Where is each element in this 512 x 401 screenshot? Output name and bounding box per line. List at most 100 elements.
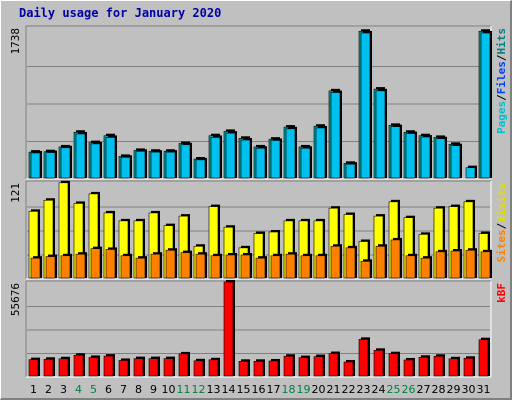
panel-2-bar-sites	[60, 255, 71, 279]
day-label: 31	[477, 383, 491, 396]
panel-3-legend-item: kB	[495, 289, 508, 303]
day-label: 30	[462, 383, 476, 396]
panel-3-bar-kb-f	[433, 355, 444, 377]
panel-1-bar-files	[420, 136, 431, 179]
panel-2-bar-sites	[75, 253, 86, 279]
panel-2-bar-sites	[105, 249, 116, 279]
panel-1-bar-files	[30, 152, 41, 179]
panel-2-bar-sites	[345, 247, 356, 279]
panel-1-bar-files	[330, 92, 341, 179]
panel-2-bar-sites	[240, 254, 251, 279]
panel-2-bar-sites	[165, 249, 176, 279]
panel-1-bar-files	[300, 147, 311, 179]
panel-2-bar-sites	[150, 253, 161, 279]
panel-1-max-label: 1738	[9, 28, 22, 55]
panel-3-bar-kb-f	[238, 361, 249, 377]
panel-3-bar-kb-f	[463, 357, 474, 377]
day-label: 19	[297, 383, 311, 396]
panel-3-bar-kb-f	[88, 357, 99, 377]
panel-1-bar-files	[135, 150, 146, 179]
panel-1-bar-files	[225, 132, 236, 179]
panel-1-bar-files	[285, 128, 296, 179]
panel-3-bar-kb-f	[163, 358, 174, 377]
panel-2-legend: Sites/Visits	[495, 183, 508, 263]
panel-1-bar-files	[255, 147, 266, 179]
day-label: 23	[357, 383, 371, 396]
panel-3-bar-kb-f	[103, 355, 114, 377]
day-label: 11	[177, 383, 191, 396]
day-label: 16	[252, 383, 266, 396]
panel-1-legend-item: Hits	[495, 28, 508, 55]
panel-3-bar-kb-f	[193, 360, 204, 377]
day-label: 22	[342, 383, 356, 396]
panel-1-bar-files	[165, 151, 176, 179]
panel-1-bar-files	[315, 127, 326, 179]
panel-3-legend-item: F	[495, 283, 508, 290]
day-label: 26	[402, 383, 416, 396]
panel-1-bar-files	[405, 133, 416, 179]
panel-2-bar-sites	[180, 252, 191, 279]
panel-2-bar-sites	[270, 255, 281, 279]
panel-3-bar-kb-f	[283, 355, 294, 377]
panel-3-bar-kb-f	[118, 360, 129, 377]
panel-2-bar-sites	[330, 245, 341, 279]
panel-3-max-label: 55676	[9, 283, 22, 316]
panel-2-bar-sites	[300, 255, 311, 279]
panel-2-bar-sites	[210, 255, 221, 279]
panel-2-bar-sites	[405, 255, 416, 279]
panel-3-bar-kb-f	[358, 339, 369, 377]
day-label: 9	[150, 383, 157, 396]
panel-1-bar-files	[180, 144, 191, 179]
day-label: 5	[90, 383, 97, 396]
panel-3-bar-kb-f	[343, 361, 354, 377]
panel-2-legend-item: /	[495, 222, 508, 229]
day-label: 3	[60, 383, 67, 396]
panel-3-bar-kb-f	[28, 359, 39, 377]
panel-2-bar-sites	[30, 257, 41, 279]
panel-1-bar-files	[210, 137, 221, 179]
day-label: 4	[75, 383, 82, 396]
panel-1-legend-item: /	[495, 94, 508, 101]
day-label: 8	[135, 383, 142, 396]
panel-1-bar-files	[360, 32, 371, 179]
panel-2-bar-sites	[135, 257, 146, 279]
panel-2-bar-sites	[45, 256, 56, 279]
day-label: 12	[192, 383, 206, 396]
panel-2-legend-item: Sites	[495, 229, 508, 262]
panel-1-bar-files	[345, 163, 356, 179]
day-label: 25	[387, 383, 401, 396]
panel-2-bar-sites	[225, 254, 236, 279]
panel-2-bar-sites	[435, 251, 446, 279]
day-label: 17	[267, 383, 281, 396]
panel-3-bar-kb-f	[448, 358, 459, 377]
panel-1-bar-files	[60, 147, 71, 179]
panel-1-legend-item: Pages	[495, 101, 508, 134]
panel-1-bar-files	[270, 140, 281, 179]
panel-3-bar-kb-f	[178, 353, 189, 377]
panel-2-bar-sites	[285, 253, 296, 279]
panel-3-bar-kb-f	[253, 361, 264, 377]
panel-2-bar-sites	[465, 249, 476, 279]
panel-1-bar-files	[435, 138, 446, 179]
panel-1-bar-files	[390, 126, 401, 179]
day-label: 7	[120, 383, 127, 396]
panel-1-bar-files	[150, 151, 161, 179]
panel-3-bar-kb-f	[223, 281, 234, 377]
day-label: 29	[447, 383, 461, 396]
panel-2-bar-sites	[375, 245, 386, 279]
panel-2-legend-item: Visits	[495, 183, 508, 223]
day-label: 1	[30, 383, 37, 396]
day-label: 21	[327, 383, 341, 396]
panel-3-bar-kb-f	[478, 339, 489, 377]
panel-1-bar-files	[105, 137, 116, 179]
panel-2-bar-sites	[420, 257, 431, 279]
panel-2-bar-sites	[120, 255, 131, 279]
panel-2-bar-sites	[315, 255, 326, 279]
panel-1-bar-files	[90, 143, 101, 179]
panel-3-legend: kBF	[495, 283, 508, 303]
panel-3-bar-kb-f	[388, 353, 399, 377]
panel-1-legend-item: /	[495, 54, 508, 61]
panel-3-bar-kb-f	[313, 356, 324, 377]
